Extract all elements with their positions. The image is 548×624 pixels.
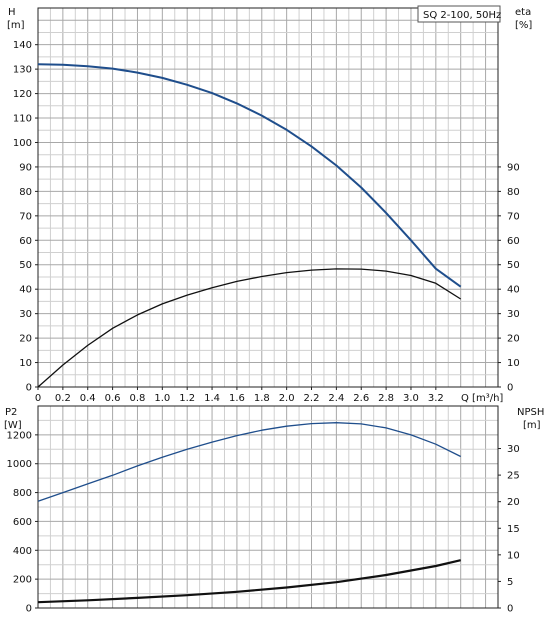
y-right-tick-label: 30 <box>507 309 520 320</box>
x-tick-label: 3.0 <box>403 393 419 404</box>
y-left-label: H <box>8 7 16 18</box>
y-left-tick-label: 400 <box>13 546 32 557</box>
y-left-unit-lower: [W] <box>4 420 22 431</box>
y-right-tick-label: 60 <box>507 236 520 247</box>
y-right-tick-label: 5 <box>507 577 513 588</box>
y-right-tick-label: 50 <box>507 260 520 271</box>
y-left-unit: [m] <box>7 20 25 31</box>
x-tick-label: 0.4 <box>80 393 96 404</box>
y-right-tick-label: 20 <box>507 497 520 508</box>
x-tick-label: 1.6 <box>229 393 245 404</box>
y-left-tick-label: 20 <box>19 334 32 345</box>
y-left-tick-label: 100 <box>13 138 32 149</box>
y-left-tick-label: 70 <box>19 211 32 222</box>
y-left-tick-label: 140 <box>13 40 32 51</box>
x-tick-label: 1.4 <box>204 393 220 404</box>
x-tick-label: 2.6 <box>353 393 369 404</box>
plot-frame <box>37 405 499 609</box>
x-tick-label: 2.8 <box>378 393 394 404</box>
y-left-tick-label: 30 <box>19 309 32 320</box>
y-left-tick-label: 80 <box>19 187 32 198</box>
y-left-tick-label: 0 <box>26 604 32 615</box>
y-right-unit: [%] <box>515 20 532 31</box>
y-right-tick-label: 10 <box>507 358 520 369</box>
y-right-tick-label: 15 <box>507 524 520 535</box>
upper-panel <box>35 7 501 388</box>
x-tick-label: 1.0 <box>154 393 170 404</box>
series-line-0-1 <box>37 268 462 388</box>
plot-frame <box>37 7 499 388</box>
y-right-label-lower: NPSH <box>517 407 544 418</box>
title-box <box>417 5 501 23</box>
lower-panel <box>35 405 501 609</box>
x-tick-label: 0.8 <box>130 393 146 404</box>
y-left-tick-label: 10 <box>19 358 32 369</box>
series-line-1-0 <box>37 422 461 502</box>
y-right-tick-label: 25 <box>507 471 520 482</box>
x-tick-label: 2.0 <box>279 393 295 404</box>
y-left-tick-label: 1200 <box>7 430 32 441</box>
y-left-tick-label: 60 <box>19 236 32 247</box>
series-line-0-0 <box>37 63 462 288</box>
x-tick-label: 2.4 <box>328 393 344 404</box>
y-left-tick-label: 200 <box>13 575 32 586</box>
x-tick-label: 1.2 <box>179 393 195 404</box>
y-right-unit-lower: [m] <box>523 420 541 431</box>
y-left-tick-label: 130 <box>13 65 32 76</box>
x-tick-label: 2.2 <box>304 393 320 404</box>
y-left-tick-label: 90 <box>19 162 32 173</box>
y-right-tick-label: 90 <box>507 162 520 173</box>
y-left-tick-label: 110 <box>13 114 32 125</box>
y-right-tick-label: 0 <box>507 604 513 615</box>
y-left-label-lower: P2 <box>5 407 17 418</box>
y-right-tick-label: 40 <box>507 285 520 296</box>
y-right-label: eta <box>515 7 531 18</box>
y-left-tick-label: 800 <box>13 488 32 499</box>
y-left-tick-label: 120 <box>13 89 32 100</box>
y-right-tick-label: 80 <box>507 187 520 198</box>
y-left-tick-label: 1000 <box>7 459 32 470</box>
y-left-tick-label: 40 <box>19 285 32 296</box>
series-line-1-1 <box>37 559 461 604</box>
y-left-tick-label: 50 <box>19 260 32 271</box>
x-tick-label: 0.6 <box>105 393 121 404</box>
x-tick-label: 1.8 <box>254 393 270 404</box>
y-right-tick-label: 0 <box>507 383 513 394</box>
y-right-tick-label: 10 <box>507 550 520 561</box>
y-right-tick-label: 30 <box>507 444 520 455</box>
x-axis-label: Q [m³/h] <box>461 393 503 404</box>
y-left-tick-label: 0 <box>26 383 32 394</box>
y-right-tick-label: 70 <box>507 211 520 222</box>
x-tick-label: 0.2 <box>55 393 71 404</box>
y-left-tick-label: 600 <box>13 517 32 528</box>
y-right-tick-label: 20 <box>507 334 520 345</box>
x-tick-label: 0 <box>35 393 41 404</box>
x-tick-label: 3.2 <box>428 393 444 404</box>
chart-title: SQ 2-100, 50Hz <box>423 10 501 21</box>
